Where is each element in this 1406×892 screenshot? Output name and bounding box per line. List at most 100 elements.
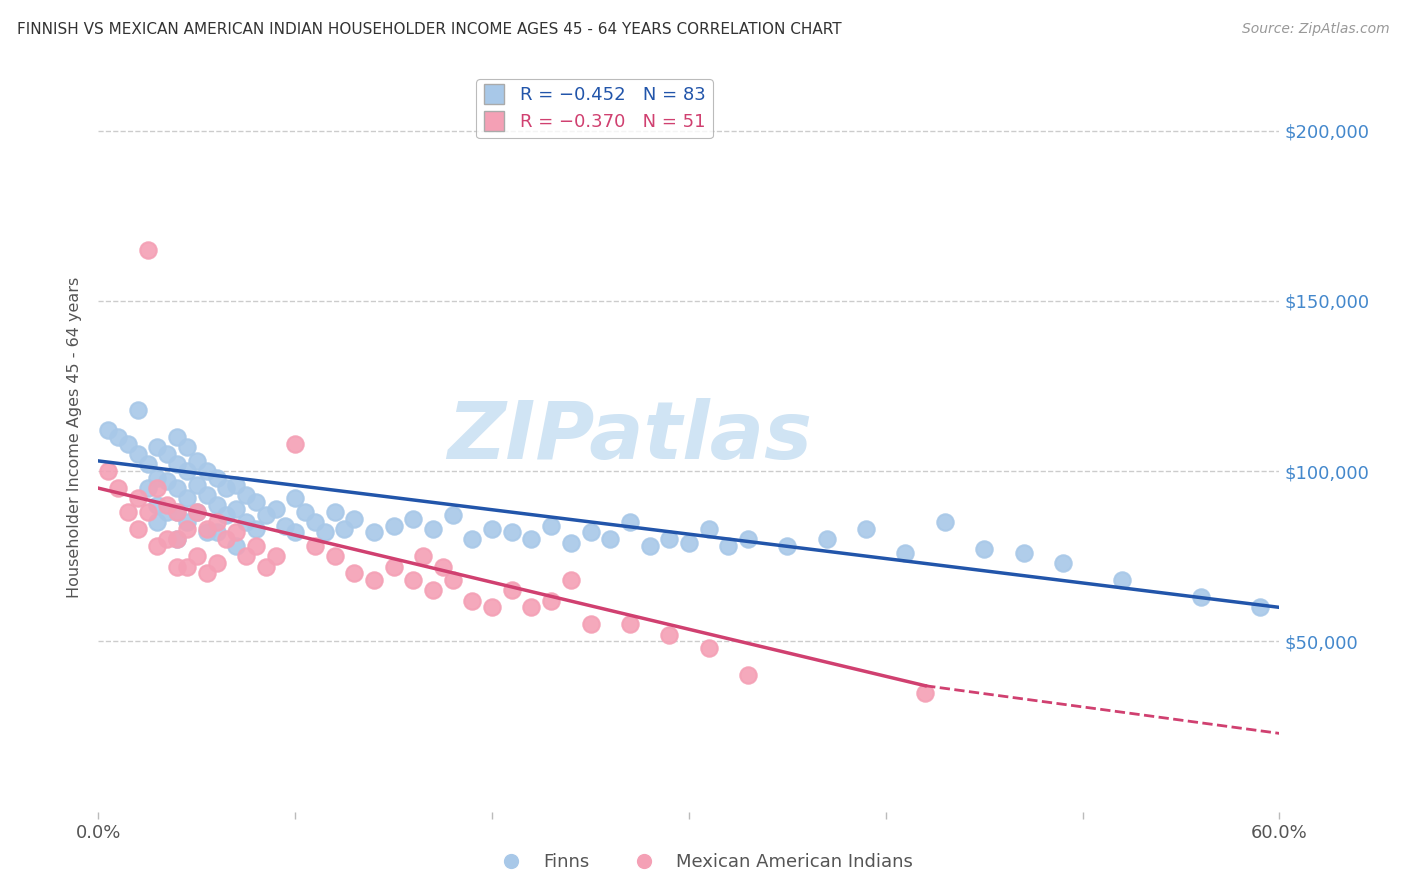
Point: [156, 505, 179, 519]
Point: [422, 583, 444, 598]
Point: [205, 525, 228, 540]
Point: [412, 549, 434, 564]
Point: [560, 535, 582, 549]
Point: [215, 533, 238, 547]
Point: [225, 539, 247, 553]
Point: [186, 505, 208, 519]
Point: [560, 573, 582, 587]
Point: [166, 533, 188, 547]
Point: [146, 440, 169, 454]
Point: [1111, 573, 1133, 587]
Point: [1012, 546, 1035, 560]
Point: [363, 525, 385, 540]
Text: FINNISH VS MEXICAN AMERICAN INDIAN HOUSEHOLDER INCOME AGES 45 - 64 YEARS CORRELA: FINNISH VS MEXICAN AMERICAN INDIAN HOUSE…: [17, 22, 842, 37]
Point: [127, 447, 149, 461]
Point: [245, 539, 267, 553]
Point: [382, 559, 405, 574]
Point: [264, 549, 287, 564]
Text: ZIPatlas: ZIPatlas: [447, 398, 813, 476]
Point: [146, 481, 169, 495]
Legend: R = −0.452   N = 83, R = −0.370   N = 51: R = −0.452 N = 83, R = −0.370 N = 51: [477, 79, 713, 138]
Point: [166, 505, 188, 519]
Point: [156, 533, 179, 547]
Point: [579, 617, 602, 632]
Point: [481, 600, 503, 615]
Point: [619, 617, 641, 632]
Point: [215, 508, 238, 523]
Point: [176, 491, 198, 506]
Point: [323, 549, 346, 564]
Point: [264, 501, 287, 516]
Point: [146, 515, 169, 529]
Point: [235, 515, 257, 529]
Point: [127, 522, 149, 536]
Point: [599, 533, 621, 547]
Legend: Finns, Mexican American Indians: Finns, Mexican American Indians: [485, 847, 921, 879]
Point: [117, 505, 139, 519]
Point: [136, 481, 159, 495]
Point: [166, 559, 188, 574]
Point: [205, 515, 228, 529]
Point: [235, 488, 257, 502]
Point: [737, 668, 759, 682]
Point: [254, 559, 277, 574]
Point: [461, 593, 484, 607]
Point: [737, 533, 759, 547]
Text: Source: ZipAtlas.com: Source: ZipAtlas.com: [1241, 22, 1389, 37]
Point: [195, 464, 218, 478]
Point: [382, 518, 405, 533]
Point: [284, 491, 307, 506]
Point: [127, 402, 149, 417]
Point: [638, 539, 661, 553]
Point: [540, 593, 562, 607]
Point: [619, 515, 641, 529]
Point: [1189, 590, 1212, 604]
Point: [294, 505, 316, 519]
Point: [245, 522, 267, 536]
Point: [1249, 600, 1271, 615]
Point: [934, 515, 956, 529]
Point: [658, 533, 681, 547]
Point: [127, 491, 149, 506]
Point: [205, 471, 228, 485]
Point: [284, 525, 307, 540]
Point: [855, 522, 877, 536]
Point: [235, 549, 257, 564]
Point: [176, 515, 198, 529]
Point: [107, 430, 129, 444]
Point: [225, 477, 247, 491]
Point: [117, 437, 139, 451]
Point: [481, 522, 503, 536]
Point: [520, 533, 543, 547]
Point: [274, 518, 297, 533]
Point: [195, 522, 218, 536]
Point: [176, 522, 198, 536]
Point: [284, 437, 307, 451]
Point: [501, 525, 523, 540]
Point: [1052, 556, 1074, 570]
Point: [323, 505, 346, 519]
Point: [461, 533, 484, 547]
Point: [540, 518, 562, 533]
Point: [678, 535, 700, 549]
Y-axis label: Householder Income Ages 45 - 64 years: Householder Income Ages 45 - 64 years: [67, 277, 83, 598]
Point: [314, 525, 336, 540]
Point: [156, 475, 179, 489]
Point: [815, 533, 838, 547]
Point: [166, 430, 188, 444]
Point: [176, 440, 198, 454]
Point: [363, 573, 385, 587]
Point: [195, 566, 218, 581]
Point: [402, 573, 425, 587]
Point: [156, 498, 179, 512]
Point: [697, 522, 720, 536]
Point: [195, 488, 218, 502]
Point: [441, 573, 464, 587]
Point: [973, 542, 995, 557]
Point: [501, 583, 523, 598]
Point: [717, 539, 740, 553]
Point: [254, 508, 277, 523]
Point: [658, 627, 681, 641]
Point: [215, 481, 238, 495]
Point: [914, 685, 936, 699]
